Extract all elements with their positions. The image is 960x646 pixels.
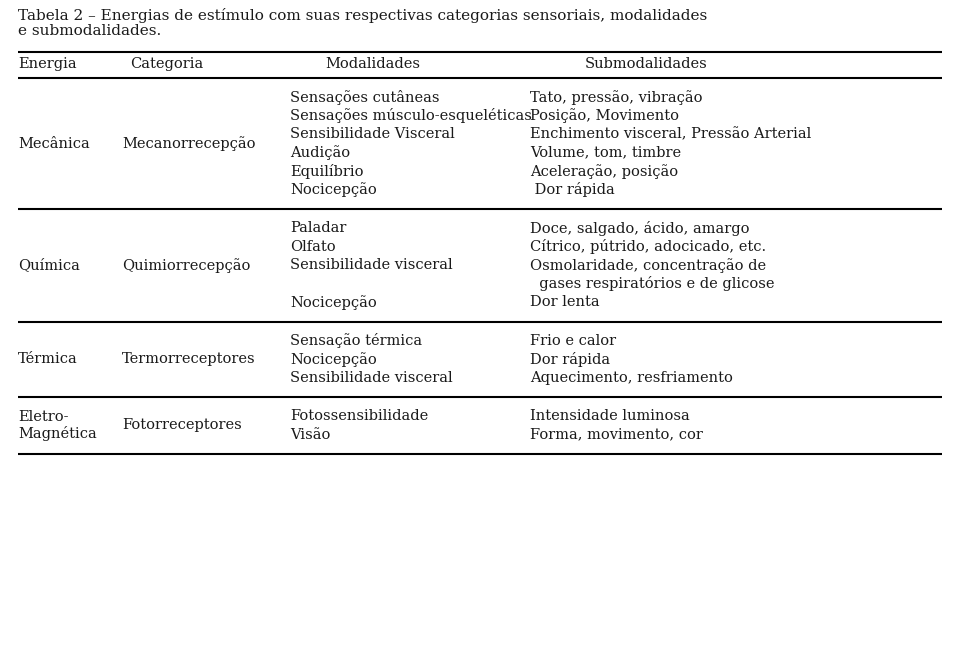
- Text: Energia: Energia: [18, 57, 77, 71]
- Text: Forma, movimento, cor: Forma, movimento, cor: [530, 428, 703, 442]
- Text: Categoria: Categoria: [130, 57, 204, 71]
- Text: Doce, salgado, ácido, amargo: Doce, salgado, ácido, amargo: [530, 221, 750, 236]
- Text: Nocicepção: Nocicepção: [290, 295, 376, 309]
- Text: gases respiratórios e de glicose: gases respiratórios e de glicose: [530, 276, 775, 291]
- Text: Olfato: Olfato: [290, 240, 336, 254]
- Text: Sensações músculo-esqueléticas: Sensações músculo-esqueléticas: [290, 109, 532, 123]
- Text: Frio e calor: Frio e calor: [530, 334, 616, 348]
- Text: Nocicepção: Nocicepção: [290, 182, 376, 197]
- Text: Nocicepção: Nocicepção: [290, 352, 376, 367]
- Text: Dor rápida: Dor rápida: [530, 352, 611, 367]
- Text: Tabela 2 – Energias de estímulo com suas respectivas categorias sensoriais, moda: Tabela 2 – Energias de estímulo com suas…: [18, 8, 708, 23]
- Text: Sensibilidade visceral: Sensibilidade visceral: [290, 371, 452, 385]
- Text: Osmolaridade, concentração de: Osmolaridade, concentração de: [530, 258, 766, 273]
- Text: Aceleração, posição: Aceleração, posição: [530, 164, 678, 179]
- Text: Mecânica: Mecânica: [18, 136, 89, 151]
- Text: Sensibilidade visceral: Sensibilidade visceral: [290, 258, 452, 272]
- Text: Enchimento visceral, Pressão Arterial: Enchimento visceral, Pressão Arterial: [530, 127, 811, 141]
- Text: Sensações cutâneas: Sensações cutâneas: [290, 90, 440, 105]
- Text: Posição, Movimento: Posição, Movimento: [530, 109, 679, 123]
- Text: Fotorreceptores: Fotorreceptores: [122, 419, 242, 433]
- Text: Intensidade luminosa: Intensidade luminosa: [530, 410, 689, 423]
- Text: Cítrico, pútrido, adocicado, etc.: Cítrico, pútrido, adocicado, etc.: [530, 239, 766, 255]
- Text: Eletro-
Magnética: Eletro- Magnética: [18, 410, 97, 441]
- Text: Química: Química: [18, 258, 80, 272]
- Text: Sensação térmica: Sensação térmica: [290, 333, 422, 348]
- Text: Paladar: Paladar: [290, 221, 347, 235]
- Text: Termorreceptores: Termorreceptores: [122, 352, 255, 366]
- Text: Dor lenta: Dor lenta: [530, 295, 600, 309]
- Text: Modalidades: Modalidades: [325, 57, 420, 71]
- Text: Tato, pressão, vibração: Tato, pressão, vibração: [530, 90, 703, 105]
- Text: Visão: Visão: [290, 428, 330, 442]
- Text: Equilíbrio: Equilíbrio: [290, 163, 364, 179]
- Text: Sensibilidade Visceral: Sensibilidade Visceral: [290, 127, 455, 141]
- Text: Audição: Audição: [290, 145, 350, 160]
- Text: Mecanorrecepção: Mecanorrecepção: [122, 136, 255, 151]
- Text: e submodalidades.: e submodalidades.: [18, 24, 161, 38]
- Text: Fotossensibilidade: Fotossensibilidade: [290, 410, 428, 423]
- Text: Submodalidades: Submodalidades: [585, 57, 708, 71]
- Text: Térmica: Térmica: [18, 352, 78, 366]
- Text: Quimiorrecepção: Quimiorrecepção: [122, 258, 251, 273]
- Text: Volume, tom, timbre: Volume, tom, timbre: [530, 146, 682, 160]
- Text: Dor rápida: Dor rápida: [530, 182, 614, 197]
- Text: Aquecimento, resfriamento: Aquecimento, resfriamento: [530, 371, 732, 385]
